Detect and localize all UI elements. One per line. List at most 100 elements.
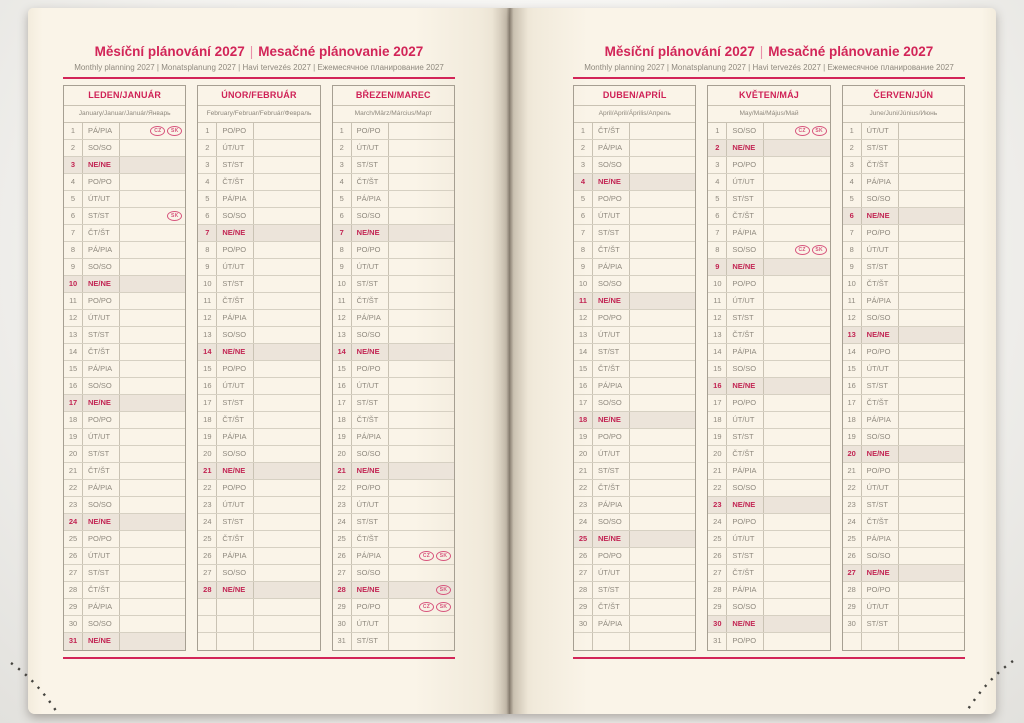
day-number: 18 xyxy=(843,412,862,428)
day-abbr: PO/PO xyxy=(352,242,389,258)
notes-cell xyxy=(630,174,695,190)
day-abbr: ÚT/UT xyxy=(352,259,389,275)
day-number: 20 xyxy=(333,446,352,462)
day-abbr: ČT/ŠT xyxy=(862,157,899,173)
holiday-badge-sk-icon: SK xyxy=(435,585,451,595)
day-abbr: SO/SO xyxy=(217,565,255,581)
notes-cell xyxy=(254,429,319,445)
day-row: 30 NE/NE xyxy=(708,616,830,633)
day-abbr xyxy=(217,599,255,615)
day-abbr: PO/PO xyxy=(352,480,389,496)
day-abbr: SO/SO xyxy=(593,276,630,292)
notes-cell xyxy=(899,276,964,292)
notes-cell xyxy=(630,344,695,360)
day-abbr: PO/PO xyxy=(83,531,120,547)
day-row: 14 PÁ/PIA xyxy=(708,344,830,361)
day-number: 6 xyxy=(708,208,728,224)
day-number: 14 xyxy=(198,344,218,360)
day-abbr: PÁ/PIA xyxy=(217,429,255,445)
day-number: 28 xyxy=(64,582,83,598)
day-abbr: ST/ST xyxy=(352,276,389,292)
day-number: 15 xyxy=(333,361,352,377)
notes-cell xyxy=(254,174,319,190)
day-row: 10 SO/SO xyxy=(574,276,696,293)
day-number: 28 xyxy=(708,582,728,598)
day-row: 19 PÁ/PIA xyxy=(332,429,454,446)
holiday-badge-cz-icon: CZ xyxy=(794,245,810,255)
day-row: 5 PO/PO xyxy=(574,191,696,208)
day-abbr: NE/NE xyxy=(862,446,899,462)
day-abbr: ÚT/UT xyxy=(862,361,899,377)
day-number: 18 xyxy=(198,412,218,428)
month-languages: January/Januar/Január/Январь xyxy=(64,106,186,123)
title-separator: | xyxy=(759,44,764,59)
day-number: 13 xyxy=(333,327,352,343)
title-czech: Měsíční plánování 2027 xyxy=(604,44,755,59)
day-number: 1 xyxy=(843,123,862,139)
notes-cell xyxy=(389,157,454,173)
day-abbr: PÁ/PIA xyxy=(593,378,630,394)
day-abbr: ÚT/UT xyxy=(593,327,630,343)
day-abbr: PÁ/PIA xyxy=(83,480,120,496)
notes-cell xyxy=(389,276,454,292)
day-row: 4 ČT/ŠT xyxy=(198,174,320,191)
notes-cell xyxy=(764,395,829,411)
day-row: 10 PO/PO xyxy=(708,276,830,293)
day-row: 26 PÁ/PIA xyxy=(198,548,320,565)
day-number: 29 xyxy=(843,599,862,615)
notes-cell xyxy=(764,293,829,309)
day-row: 25 ČT/ŠT xyxy=(332,531,454,548)
day-abbr: ST/ST xyxy=(83,327,120,343)
notes-cell xyxy=(254,242,319,258)
notes-cell xyxy=(389,310,454,326)
day-row: 6 ČT/ŠT xyxy=(708,208,830,225)
notes-cell xyxy=(254,514,319,530)
day-row: 5 ST/ST xyxy=(708,191,830,208)
day-abbr: PÁ/PIA xyxy=(727,582,765,598)
notes-cell xyxy=(389,123,454,139)
day-row: 25 NE/NE xyxy=(574,531,696,548)
day-row: 27 ST/ST xyxy=(64,565,186,582)
day-number: 10 xyxy=(64,276,83,292)
day-row: 1 ČT/ŠT xyxy=(574,123,696,140)
day-abbr: ST/ST xyxy=(862,140,899,156)
title-czech: Měsíční plánování 2027 xyxy=(94,44,245,59)
day-row: 20 ÚT/UT xyxy=(574,446,696,463)
day-number: 22 xyxy=(198,480,218,496)
day-number: 2 xyxy=(198,140,218,156)
day-row: 13 SO/SO xyxy=(198,327,320,344)
day-row: 10 ST/ST xyxy=(332,276,454,293)
day-row: 6 SO/SO xyxy=(332,208,454,225)
day-number: 22 xyxy=(333,480,352,496)
day-abbr: ÚT/UT xyxy=(83,548,120,564)
day-row: 29 PÁ/PIA xyxy=(64,599,186,616)
notes-cell xyxy=(630,446,695,462)
day-abbr: SO/SO xyxy=(727,361,765,377)
day-number: 23 xyxy=(333,497,352,513)
day-row: 26 ST/ST xyxy=(708,548,830,565)
notes-cell xyxy=(120,412,185,428)
day-number: 31 xyxy=(333,633,352,650)
day-number: 30 xyxy=(333,616,352,632)
day-number: 21 xyxy=(64,463,83,479)
day-row: 2 NE/NE xyxy=(708,140,830,157)
day-row xyxy=(198,633,319,650)
day-abbr: NE/NE xyxy=(862,565,899,581)
day-row: 17 ST/ST xyxy=(198,395,320,412)
notes-cell xyxy=(120,395,185,411)
day-abbr: ÚT/UT xyxy=(727,174,765,190)
holiday-badge-sk-icon: SK xyxy=(435,602,451,612)
day-abbr: SO/SO xyxy=(593,395,630,411)
day-row: 5 PÁ/PIA xyxy=(198,191,320,208)
month-name: DUBEN/APRÍL xyxy=(574,86,696,106)
notes-cell xyxy=(764,344,829,360)
month-table-may: KVĚTEN/MÁJ May/Mai/Május/Май 1 SO/SO CZ SK 2 NE… xyxy=(707,85,831,651)
header-rule xyxy=(573,77,965,79)
day-row: 24 SO/SO xyxy=(574,514,696,531)
notes-cell xyxy=(899,242,964,258)
day-row: 13 NE/NE xyxy=(842,327,964,344)
day-abbr: ÚT/UT xyxy=(727,531,765,547)
notes-cell xyxy=(899,480,964,496)
notes-cell xyxy=(120,259,185,275)
